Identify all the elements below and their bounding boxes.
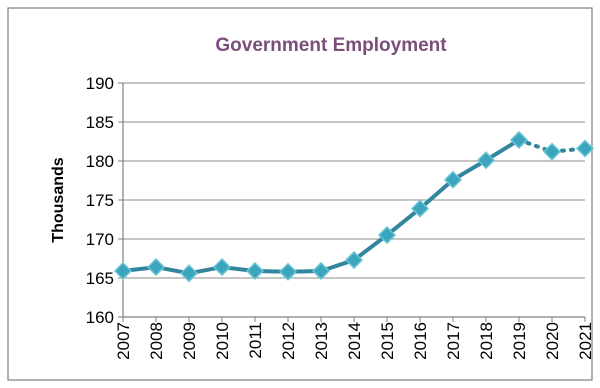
x-tick-label: 2012 (279, 322, 298, 360)
data-point-2013 (311, 261, 331, 281)
y-tick-label: 160 (86, 308, 114, 327)
x-tick-label: 2014 (345, 322, 364, 360)
y-tick-label: 165 (86, 269, 114, 288)
data-point-2021 (575, 139, 595, 158)
gridlines (123, 82, 585, 279)
data-point-2018 (476, 151, 496, 170)
chart-frame (7, 7, 593, 381)
x-tick-label: 2008 (147, 322, 166, 360)
x-tick-label: 2007 (114, 322, 133, 360)
data-point-2007 (113, 261, 133, 281)
x-tick-label: 2013 (312, 322, 331, 360)
y-axis-label: Thousands (50, 157, 67, 242)
x-tick-label: 2009 (180, 322, 199, 360)
series-employment (113, 130, 595, 283)
chart-title: Government Employment (215, 35, 447, 56)
x-tick-label: 2016 (411, 322, 430, 360)
y-tick-label: 190 (86, 74, 114, 93)
x-tick-label: 2021 (576, 322, 595, 360)
data-point-2017 (443, 170, 463, 189)
data-point-2010 (212, 258, 232, 277)
data-point-2009 (179, 264, 199, 283)
y-tick-label: 170 (86, 230, 114, 249)
x-tick-label: 2017 (444, 322, 463, 360)
data-point-2008 (146, 258, 166, 277)
data-point-2011 (245, 261, 265, 281)
data-point-2012 (278, 262, 298, 281)
x-tick-label: 2011 (246, 322, 265, 359)
x-tick-labels: 2007 2008 2009 2010 2011 2012 2013 2014 2015 2016… (114, 322, 595, 360)
data-point-2015 (377, 226, 397, 245)
x-tick-label: 2018 (477, 322, 496, 360)
x-tick-label: 2020 (543, 322, 562, 360)
data-point-2014 (344, 250, 364, 270)
x-tick-label: 2010 (213, 322, 232, 360)
y-tick-label: 180 (86, 152, 114, 171)
y-tick-label: 185 (86, 113, 114, 132)
data-point-2019 (509, 130, 529, 150)
data-point-2016 (410, 199, 430, 218)
y-tick-labels: 160 165 170 175 180 185 190 (86, 74, 114, 327)
data-point-2020 (542, 142, 562, 161)
x-tick-label: 2019 (510, 322, 529, 360)
y-tick-label: 175 (86, 191, 114, 210)
x-tick-label: 2015 (378, 322, 397, 360)
